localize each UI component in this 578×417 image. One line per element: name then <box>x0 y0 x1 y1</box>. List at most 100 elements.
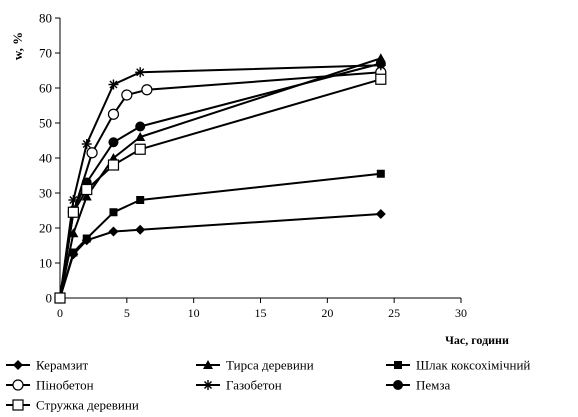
data-point <box>375 58 386 69</box>
marker-shape <box>107 108 120 120</box>
data-point <box>135 121 146 132</box>
x-tick-label: 10 <box>188 306 200 320</box>
data-point <box>68 228 79 238</box>
legend-item: Керамзит <box>6 358 89 373</box>
marker-shape <box>109 208 118 217</box>
y-tick-label: 0 <box>46 291 53 306</box>
data-point <box>135 132 146 141</box>
marker-stroke <box>136 68 145 77</box>
data-point <box>86 147 98 159</box>
legend-label: Шлак коксохімічний <box>416 358 530 373</box>
series-6 <box>55 58 386 303</box>
series-line <box>59 213 381 299</box>
series-line <box>59 78 382 299</box>
y-tick-label: 30 <box>39 186 52 201</box>
marker-shape <box>375 73 387 85</box>
data-point <box>69 248 78 257</box>
marker-shape <box>108 226 119 237</box>
marker-shape <box>136 196 145 204</box>
legend-marker <box>203 380 213 390</box>
marker-shape <box>13 360 23 370</box>
marker-shape <box>69 248 78 257</box>
series-line <box>59 64 381 299</box>
legend-marker <box>13 360 23 370</box>
y-axis-label: w, % <box>10 32 25 60</box>
legend-marker <box>12 399 24 411</box>
series-2 <box>55 53 386 302</box>
data-point <box>141 84 153 96</box>
data-point <box>135 224 146 235</box>
legend-marker <box>12 379 24 391</box>
series-5 <box>55 60 386 303</box>
marker-shape <box>82 234 91 243</box>
marker-shape <box>203 360 213 369</box>
data-point <box>68 195 79 205</box>
legend-marker <box>393 380 403 390</box>
axes: 0 10 20 30 40 50 60 70 80 0 5 10 15 20 25 30 <box>39 11 467 321</box>
y-tick-label: 10 <box>39 256 52 271</box>
marker-shape <box>12 399 24 411</box>
x-tick-label: 5 <box>124 306 130 320</box>
marker-shape <box>135 224 146 235</box>
data-point <box>54 292 66 304</box>
y-tick-label: 50 <box>39 116 52 131</box>
data-point <box>67 206 79 218</box>
data-point <box>81 139 92 149</box>
data-point <box>108 137 119 148</box>
marker-stroke <box>69 195 78 205</box>
data-point <box>108 226 119 237</box>
series-7 <box>54 73 387 304</box>
data-point <box>81 191 92 201</box>
data-point <box>81 183 93 196</box>
x-tick-label: 15 <box>255 306 267 320</box>
data-point <box>136 196 145 204</box>
y-tick-label: 80 <box>39 11 52 26</box>
data-point <box>109 208 118 217</box>
series-3 <box>56 169 385 302</box>
marker-shape <box>376 169 385 178</box>
legend-label: Пемза <box>416 378 451 393</box>
marker-shape <box>375 209 386 219</box>
data-point <box>107 159 120 171</box>
marker-shape <box>67 206 79 218</box>
marker-shape <box>108 137 119 148</box>
marker-stroke <box>82 139 91 149</box>
marker-shape <box>135 121 146 132</box>
legend-marker <box>203 360 213 369</box>
x-tick-label: 20 <box>321 306 333 320</box>
legend-marker <box>394 361 402 369</box>
marker-shape <box>394 361 402 369</box>
series-layer <box>54 53 387 304</box>
data-point <box>134 143 146 155</box>
data-point <box>135 67 146 78</box>
marker-shape <box>12 379 24 391</box>
data-point <box>375 209 386 219</box>
marker-shape <box>375 58 386 69</box>
data-point <box>107 108 120 120</box>
legend-item: Газобетон <box>196 378 282 393</box>
legend-item: Пінобетон <box>6 378 94 393</box>
series-1 <box>55 209 386 303</box>
legend-item: Стружка деревини <box>6 398 139 413</box>
legend-item: Шлак коксохімічний <box>386 358 530 373</box>
data-point <box>121 89 133 101</box>
marker-shape <box>121 89 133 101</box>
y-tick-label: 60 <box>39 81 52 96</box>
data-point <box>375 73 387 85</box>
marker-shape <box>81 191 92 201</box>
marker-shape <box>135 132 146 141</box>
legend-item: Пемза <box>386 378 451 393</box>
data-point <box>376 169 385 178</box>
y-tick-label: 40 <box>39 151 52 166</box>
legend-label: Пінобетон <box>36 378 94 393</box>
marker-stroke <box>109 80 118 89</box>
x-tick-label: 30 <box>455 306 467 320</box>
marker-shape <box>393 380 403 390</box>
legend-label: Стружка деревини <box>36 398 139 413</box>
y-tick-label: 70 <box>39 46 52 61</box>
x-tick-label: 0 <box>57 306 63 320</box>
marker-shape <box>141 84 153 96</box>
legend-label: Газобетон <box>226 378 282 393</box>
